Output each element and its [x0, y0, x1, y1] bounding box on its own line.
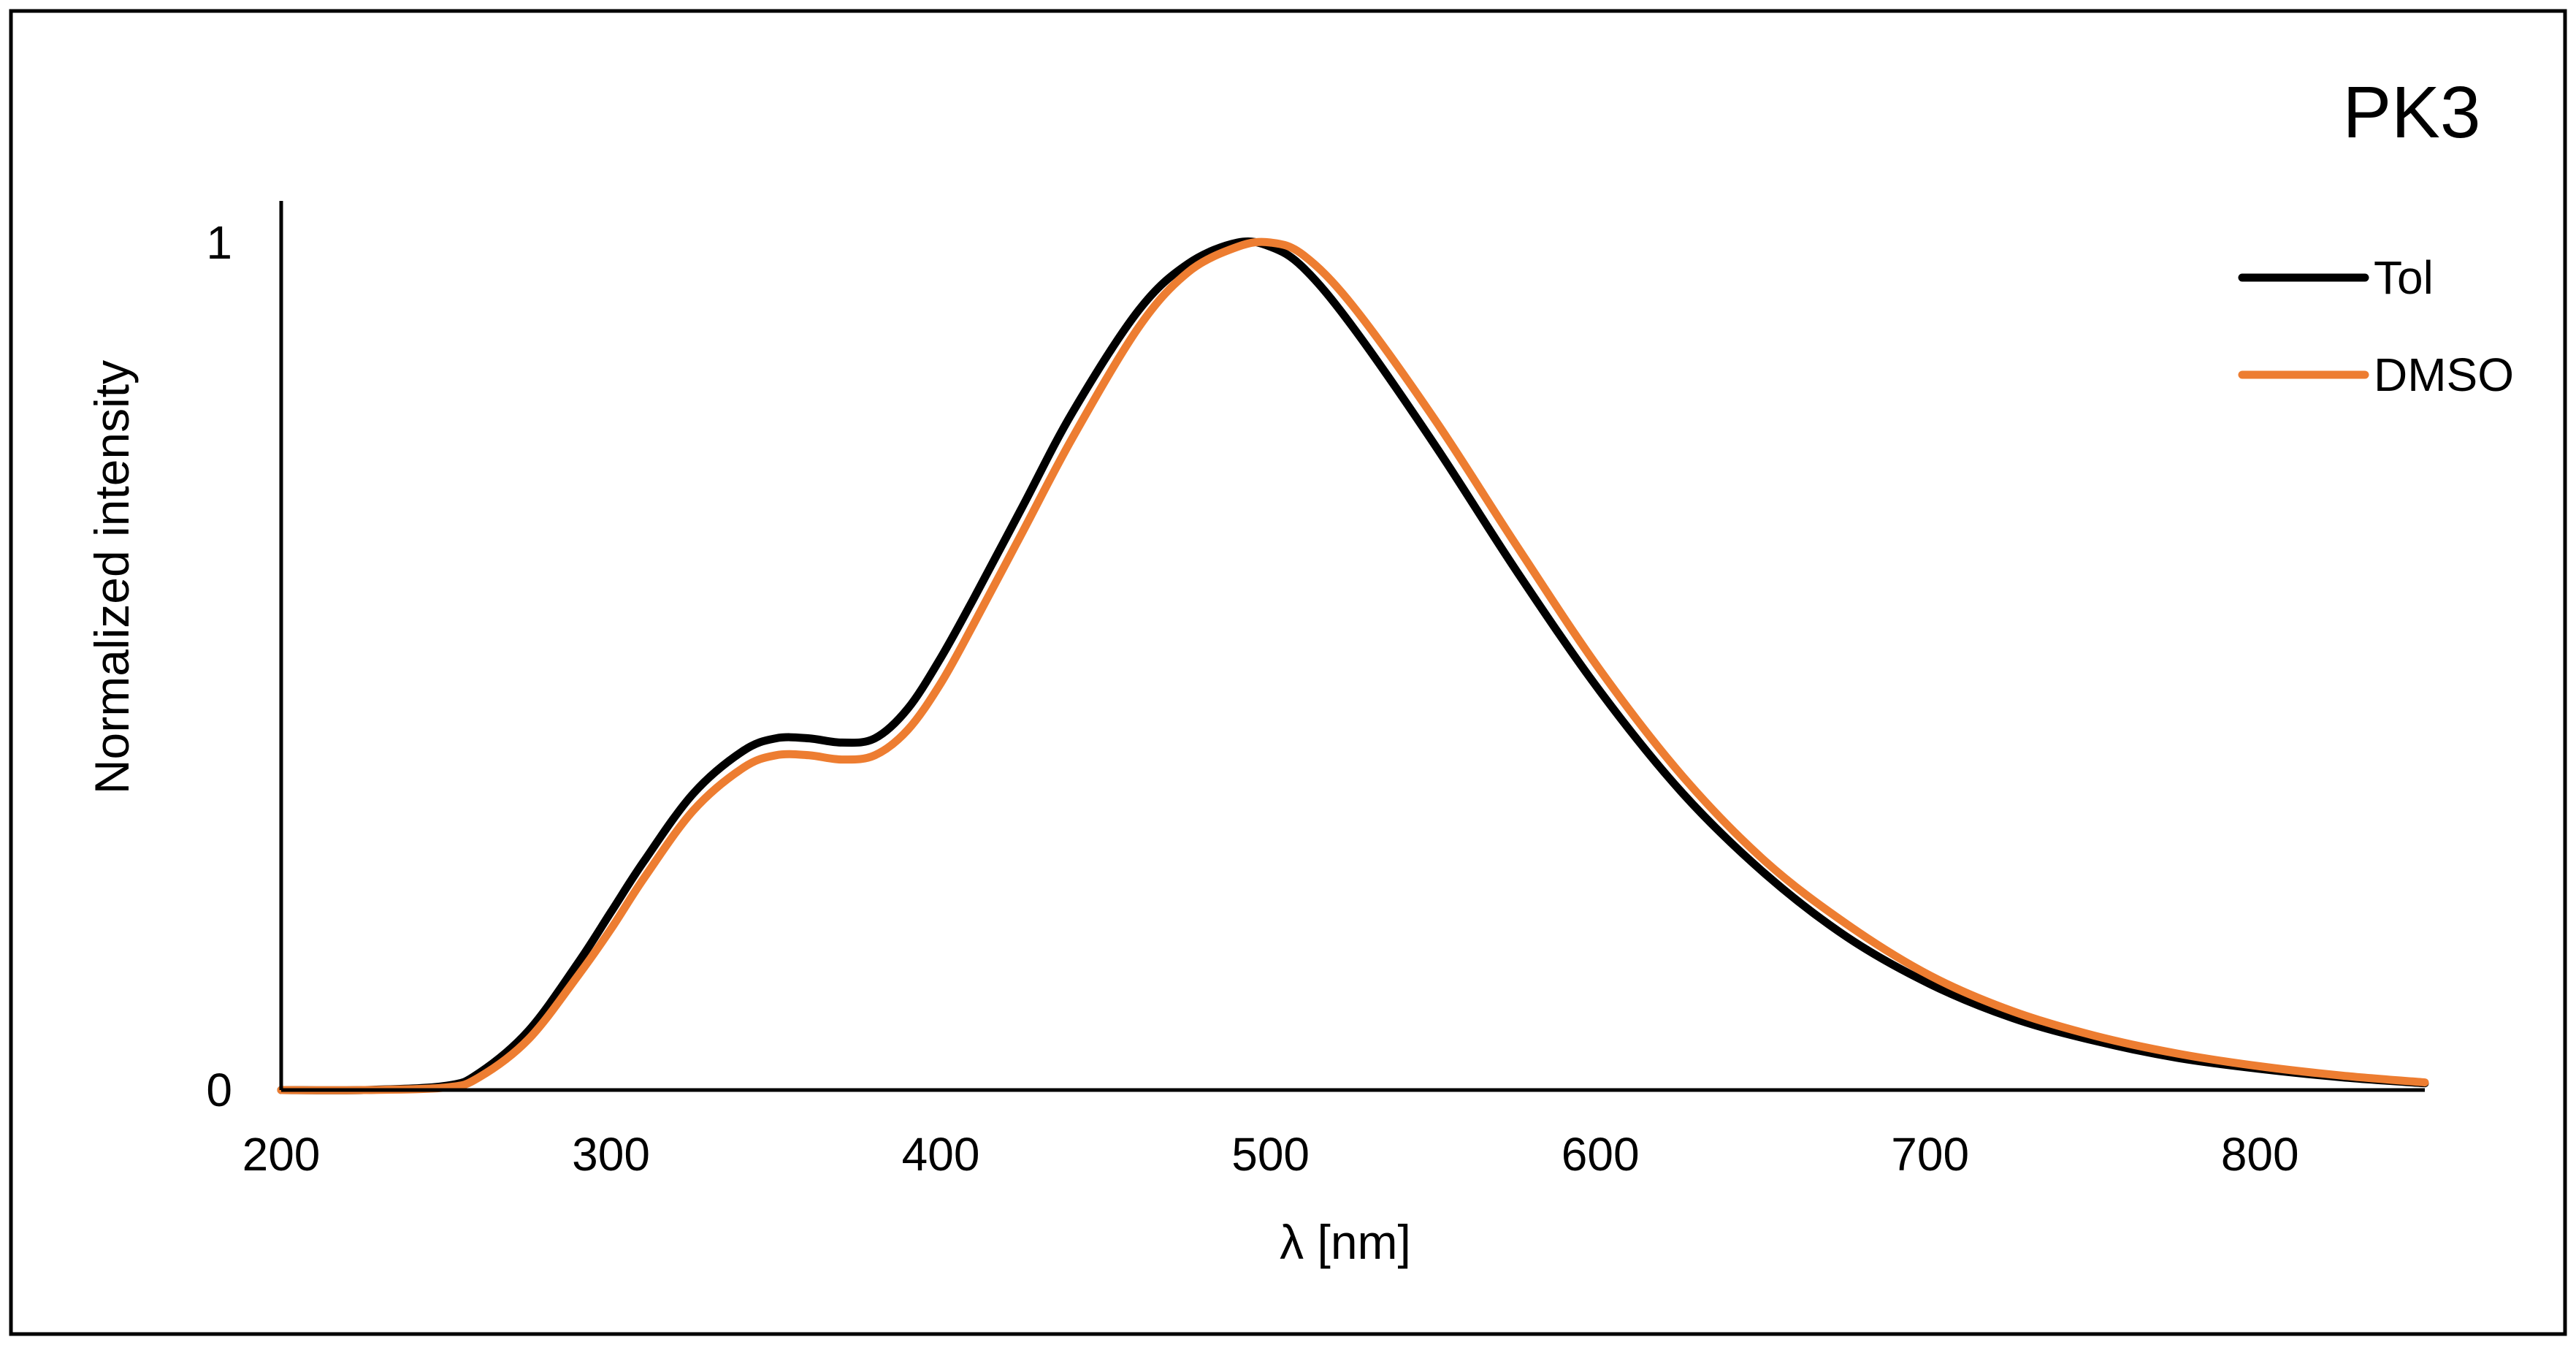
series-line-tol [277, 237, 2429, 1094]
y-tick-label: 0 [206, 1064, 232, 1116]
x-tick-label: 500 [1231, 1128, 1310, 1181]
chart-title: PK3 [2342, 72, 2480, 153]
x-tick-label: 300 [572, 1128, 650, 1181]
x-axis-title: λ [nm] [1280, 1215, 1411, 1269]
legend-label-dmso: DMSO [2374, 348, 2514, 401]
x-tick-label: 200 [242, 1128, 321, 1181]
legend: Tol DMSO [2238, 251, 2514, 401]
ticks-layer: 200 300 400 500 600 700 800 0 1 [206, 216, 2298, 1181]
series-layer [277, 237, 2429, 1094]
x-tick-label: 400 [902, 1128, 980, 1181]
legend-label-tol: Tol [2374, 251, 2434, 304]
y-axis-title: Normalized intensity [85, 360, 139, 794]
x-tick-label: 800 [2221, 1128, 2299, 1181]
series-line-dmso [277, 237, 2429, 1094]
y-tick-label: 1 [206, 216, 232, 269]
x-tick-label: 600 [1562, 1128, 1640, 1181]
chart-border [9, 9, 2567, 1336]
x-tick-label: 700 [1891, 1128, 1969, 1181]
